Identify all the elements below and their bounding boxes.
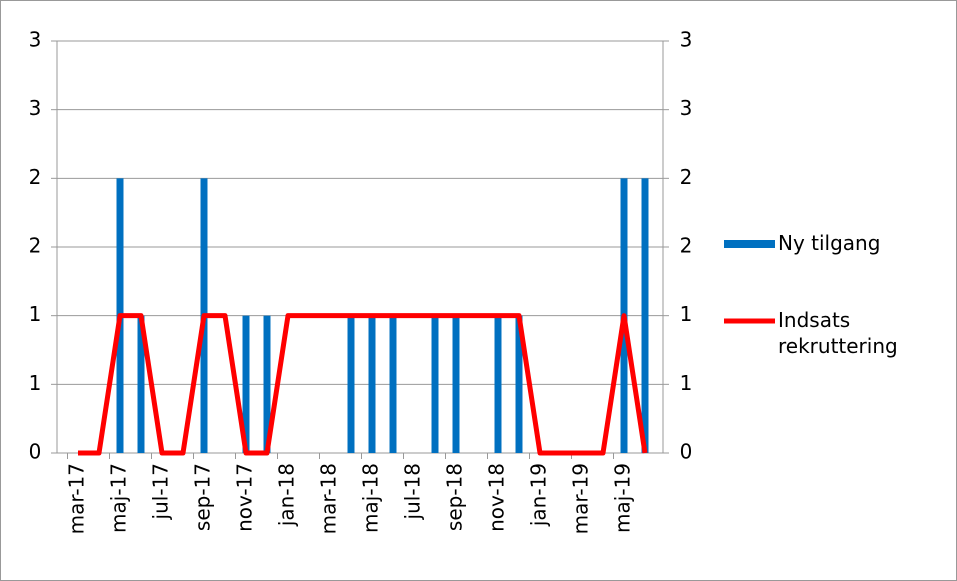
y2-tick-label: 2 xyxy=(680,234,693,258)
y2-tick-label: 1 xyxy=(680,302,693,326)
bar xyxy=(494,315,502,453)
legend-swatch xyxy=(724,240,775,248)
x-tick-label: maj-19 xyxy=(611,463,635,533)
y2-tick-label: 3 xyxy=(680,96,693,120)
x-tick-label: nov-18 xyxy=(485,463,509,532)
y-tick-label: 0 xyxy=(29,440,42,464)
bar xyxy=(347,315,355,453)
y-tick-label: 1 xyxy=(29,371,42,395)
x-tick-label: mar-18 xyxy=(317,463,341,534)
x-tick-label: sep-18 xyxy=(443,463,467,531)
legend-label: Ny tilgang xyxy=(778,231,881,255)
x-tick-label: jul-17 xyxy=(149,463,173,520)
y2-tick-label: 2 xyxy=(680,165,693,189)
legend-label: Indsats rekruttering xyxy=(778,308,898,358)
y2-tick-label: 0 xyxy=(680,440,693,464)
legend-item: Indsats rekruttering xyxy=(778,308,898,358)
bar xyxy=(452,315,460,453)
x-tick-label: sep-17 xyxy=(191,463,215,531)
y-tick-label: 2 xyxy=(29,234,42,258)
line xyxy=(78,313,648,456)
legend-item: Ny tilgang xyxy=(778,231,881,255)
y-tick-label: 1 xyxy=(29,302,42,326)
bar xyxy=(641,178,649,454)
y2-tick-label: 3 xyxy=(680,28,693,52)
x-tick-label: maj-18 xyxy=(359,463,383,533)
bar xyxy=(263,315,271,453)
bar xyxy=(389,315,397,453)
x-tick-label: jul-18 xyxy=(401,463,425,520)
y-tick-label: 2 xyxy=(29,165,42,189)
x-tick-label: jan-18 xyxy=(275,463,299,527)
x-tick-label: mar-19 xyxy=(569,463,593,534)
x-tick-label: maj-17 xyxy=(107,463,131,533)
x-tick-label: jan-19 xyxy=(527,463,551,527)
bar xyxy=(368,315,376,453)
bar xyxy=(137,315,145,453)
y-tick-label: 3 xyxy=(29,28,42,52)
bar xyxy=(242,315,250,453)
bar xyxy=(515,315,523,453)
y-tick-label: 3 xyxy=(29,96,42,120)
y2-tick-label: 1 xyxy=(680,371,693,395)
x-tick-label: nov-17 xyxy=(233,463,257,532)
x-tick-label: mar-17 xyxy=(65,463,89,534)
bar xyxy=(431,315,439,453)
